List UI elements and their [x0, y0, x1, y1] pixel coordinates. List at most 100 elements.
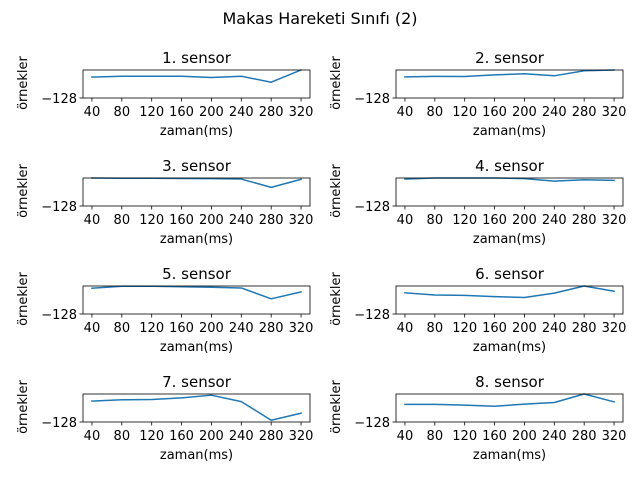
- x-tick-label: 200: [512, 429, 537, 444]
- subplot-4: 4. sensor 40 80 120 160 200 240 280 320 −128 zaman…: [329, 157, 626, 247]
- x-tick-label: 160: [169, 105, 194, 120]
- x-tick-label: 240: [542, 213, 567, 228]
- x-tick-label: 240: [229, 321, 254, 336]
- x-tick-label: 80: [114, 105, 131, 120]
- y-tick-label: −128: [41, 92, 77, 107]
- y-tick-label: −128: [354, 92, 390, 107]
- axes-frame: [82, 393, 311, 423]
- subplot-6: 6. sensor 40 80 120 160 200 240 280 320 −128 zaman…: [329, 265, 626, 355]
- series-line-1: [91, 69, 303, 83]
- x-tick-label: 160: [169, 213, 194, 228]
- y-tick-label: −128: [41, 416, 77, 431]
- x-tick-label: 40: [397, 213, 414, 228]
- x-tick-label: 120: [139, 105, 164, 120]
- x-tick-label: 160: [482, 321, 507, 336]
- y-axis-label: örnekler: [329, 163, 344, 217]
- subplot-title: 6. sensor: [475, 265, 545, 283]
- y-tick-label: −128: [41, 200, 77, 215]
- x-tick-label: 120: [452, 105, 477, 120]
- x-tick-label: 200: [512, 321, 537, 336]
- x-tick-label: 280: [572, 213, 597, 228]
- subplot-2: 2. sensor 40 80 120 160 200 240 280 320 −128 zaman…: [329, 49, 626, 139]
- x-tick-label: 160: [482, 105, 507, 120]
- x-tick-label: 80: [427, 321, 444, 336]
- x-tick-label: 320: [602, 321, 627, 336]
- x-tick-label: 80: [427, 429, 444, 444]
- axes-frame: [395, 393, 624, 423]
- x-axis-label: zaman(ms): [160, 448, 233, 463]
- x-tick-label: 120: [452, 213, 477, 228]
- x-tick-label: 280: [259, 429, 284, 444]
- subplot-title: 3. sensor: [162, 157, 232, 175]
- subplot-8: 8. sensor 40 80 120 160 200 240 280 320 −128 zaman…: [329, 373, 626, 463]
- series-line-1: [404, 285, 615, 299]
- x-tick-label: 120: [139, 321, 164, 336]
- series-line-1: [91, 394, 302, 421]
- x-tick-label: 200: [199, 429, 224, 444]
- x-tick-label: 280: [259, 213, 284, 228]
- subplot-1: 1. sensor 40 80 120 160 200 240 280 320 −128 zaman…: [16, 49, 313, 139]
- y-tick-label: −128: [41, 308, 77, 323]
- x-tick-label: 200: [199, 321, 224, 336]
- x-tick-label: 40: [397, 321, 414, 336]
- y-tick-label: −128: [354, 308, 390, 323]
- y-axis-label: örnekler: [16, 163, 31, 217]
- x-axis-label: zaman(ms): [160, 340, 233, 355]
- subplot-title: 7. sensor: [162, 373, 232, 391]
- subplot-3: 3. sensor 40 80 120 160 200 240 280 320 −128 zaman…: [16, 157, 313, 247]
- x-tick-label: 320: [289, 429, 314, 444]
- x-tick-label: 240: [229, 429, 254, 444]
- series-line-1: [404, 69, 615, 78]
- y-axis-label: örnekler: [329, 379, 344, 433]
- axes-frame: [395, 285, 624, 315]
- figure-title: Makas Hareketi Sınıfı (2): [222, 9, 417, 28]
- x-tick-label: 40: [397, 105, 414, 120]
- x-axis-label: zaman(ms): [160, 232, 233, 247]
- x-axis-label: zaman(ms): [160, 124, 233, 139]
- subplot-7: 7. sensor 40 80 120 160 200 240 280 320 −128 zaman…: [16, 373, 313, 463]
- x-tick-label: 200: [512, 213, 537, 228]
- x-tick-label: 120: [452, 429, 477, 444]
- x-tick-label: 40: [397, 429, 414, 444]
- x-tick-label: 200: [199, 105, 224, 120]
- x-tick-label: 80: [427, 105, 444, 120]
- subplot-title: 8. sensor: [475, 373, 545, 391]
- x-tick-label: 280: [259, 321, 284, 336]
- x-tick-label: 40: [84, 429, 101, 444]
- x-tick-label: 80: [114, 321, 131, 336]
- x-tick-label: 320: [289, 213, 314, 228]
- x-tick-label: 320: [289, 105, 314, 120]
- subplot-5: 5. sensor 40 80 120 160 200 240 280 320 −128 zaman…: [16, 265, 313, 355]
- x-tick-label: 280: [572, 105, 597, 120]
- x-tick-label: 320: [289, 321, 314, 336]
- x-tick-label: 200: [512, 105, 537, 120]
- x-tick-label: 80: [114, 213, 131, 228]
- y-axis-label: örnekler: [16, 379, 31, 433]
- x-tick-label: 40: [84, 321, 101, 336]
- y-axis-label: örnekler: [16, 55, 31, 109]
- x-tick-label: 120: [139, 213, 164, 228]
- x-axis-label: zaman(ms): [473, 448, 546, 463]
- x-axis-label: zaman(ms): [473, 232, 546, 247]
- x-tick-label: 160: [482, 429, 507, 444]
- x-tick-label: 160: [169, 429, 194, 444]
- y-axis-label: örnekler: [16, 271, 31, 325]
- x-tick-label: 240: [542, 429, 567, 444]
- x-tick-label: 40: [84, 105, 101, 120]
- x-tick-label: 40: [84, 213, 101, 228]
- x-tick-label: 80: [114, 429, 131, 444]
- x-axis-label: zaman(ms): [473, 124, 546, 139]
- x-axis-label: zaman(ms): [473, 340, 546, 355]
- x-tick-label: 160: [482, 213, 507, 228]
- subplot-grid: 1. sensor 40 80 120 160 200 240 280 320 −128 zaman…: [16, 49, 626, 463]
- x-tick-label: 320: [602, 105, 627, 120]
- axes-frame: [395, 69, 624, 99]
- x-tick-label: 200: [199, 213, 224, 228]
- x-tick-label: 280: [572, 429, 597, 444]
- y-axis-label: örnekler: [329, 271, 344, 325]
- axes-frame: [82, 177, 311, 207]
- axes-frame: [82, 285, 311, 315]
- x-tick-label: 320: [602, 213, 627, 228]
- x-tick-label: 240: [542, 105, 567, 120]
